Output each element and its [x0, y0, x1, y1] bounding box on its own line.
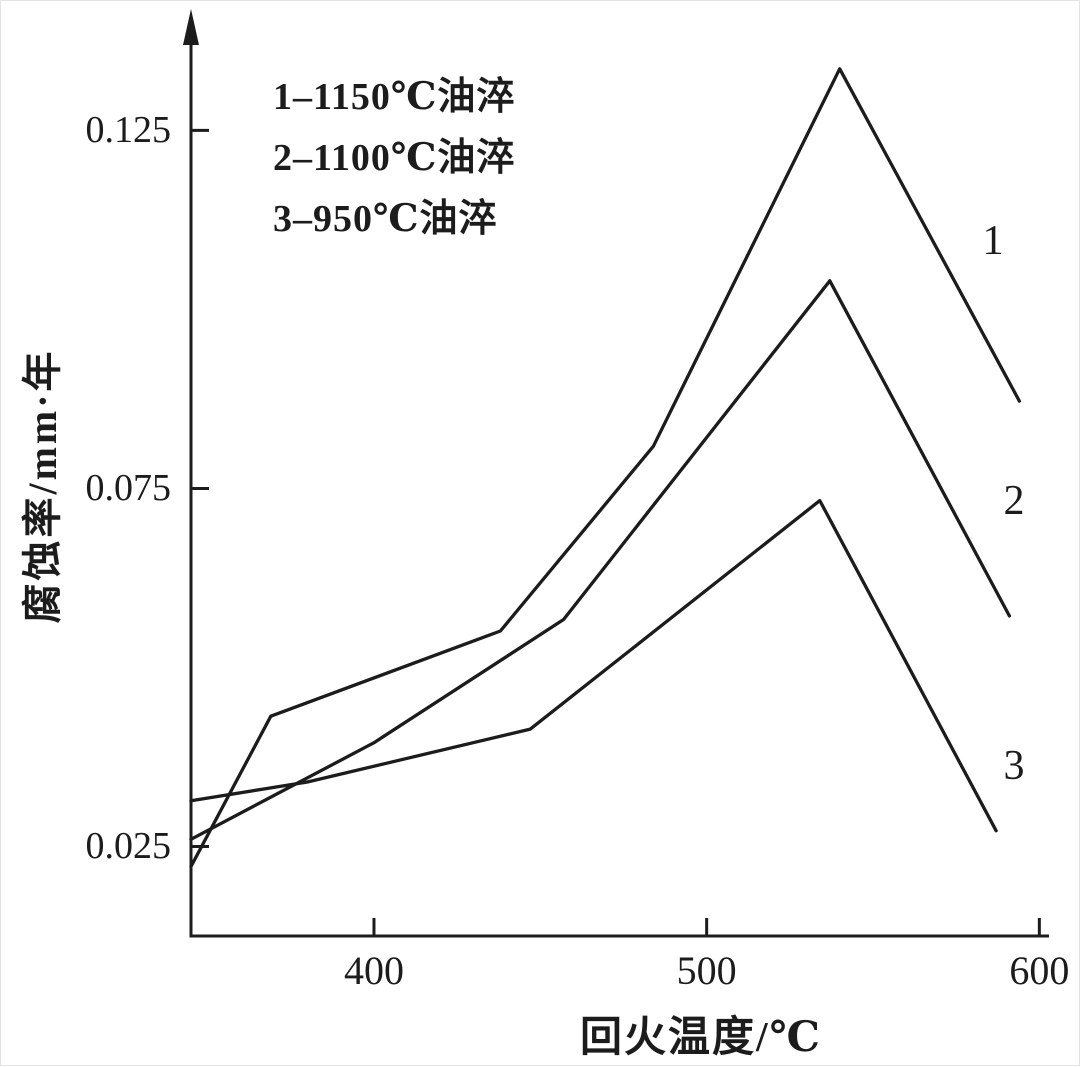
- curve-label-2: 2: [1003, 478, 1025, 524]
- curve-label-1: 1: [982, 218, 1004, 264]
- y-tick-label: 0.125: [85, 109, 172, 152]
- curve-label-3: 3: [1003, 743, 1025, 789]
- y-tick-label: 0.025: [85, 825, 172, 868]
- legend-item-3: 3–950℃油淬: [273, 198, 498, 240]
- chart-legend: 1–1150℃油淬 2–1100℃油淬 3–950℃油淬: [273, 67, 515, 250]
- legend-item-2: 2–1100℃油淬: [273, 137, 516, 179]
- x-tick-label: 500: [676, 948, 737, 993]
- legend-item-1: 1–1150℃油淬: [273, 76, 516, 118]
- y-tick-label: 0.075: [85, 467, 172, 510]
- y-axis-title: 腐蚀率/mm·年: [20, 348, 65, 624]
- x-tick-label: 400: [343, 948, 404, 993]
- x-axis-title: 回火温度/℃: [580, 1015, 822, 1061]
- x-tick-label: 600: [1009, 948, 1070, 993]
